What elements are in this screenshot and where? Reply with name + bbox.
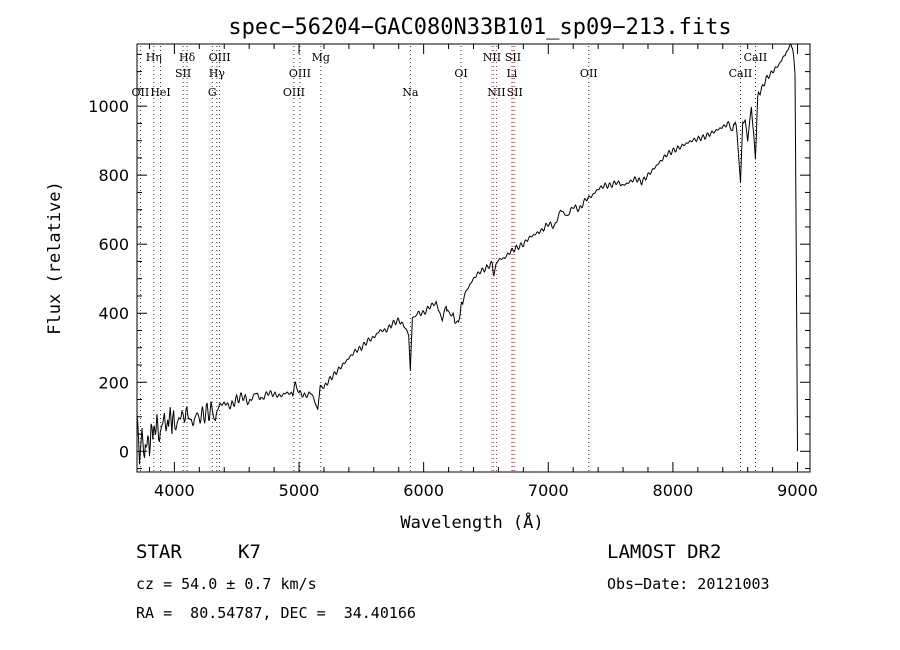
line-marker-group: [139, 46, 756, 472]
redshift-cz: cz = 54.0 ± 0.7 km/s: [136, 575, 317, 593]
survey-name: LAMOST DR2: [607, 541, 722, 563]
spectral-line-label: OIII: [209, 51, 231, 64]
spectral-line-label: SII: [175, 67, 191, 80]
spectral-line-label: OIII: [283, 86, 305, 99]
spectral-line-label: SII: [507, 86, 523, 99]
x-tick-label: 7000: [528, 481, 569, 500]
spectral-line-label: CaII: [729, 67, 753, 80]
spectral-line-label: HeI: [150, 86, 170, 99]
ra-dec: RA = 80.54787, DEC = 34.40166: [136, 604, 416, 622]
object-class: STAR: [136, 541, 182, 563]
spectral-line-label: OIII: [289, 67, 311, 80]
axis-ticks: 4000 5000 6000 7000 8000 9000 0 200 400 600 800 100…: [88, 44, 818, 500]
y-tick-label: 1000: [88, 97, 129, 116]
spectral-line-label: OII: [132, 86, 150, 99]
y-tick-label: 400: [98, 304, 129, 323]
spectrum-line: [136, 43, 798, 465]
x-tick-label: 8000: [653, 481, 694, 500]
spectral-line-label: OI: [454, 67, 467, 80]
x-tick-label: 6000: [403, 481, 444, 500]
spectral-line-label: SII: [505, 51, 521, 64]
plot-frame: [136, 43, 811, 473]
obs-date: Obs−Date: 20121003: [607, 575, 770, 593]
y-tick-label: 0: [119, 442, 129, 461]
spectral-line-label: CaII: [744, 51, 768, 64]
spectral-line-label: Mg: [312, 51, 330, 64]
x-tick-label: 5000: [279, 481, 320, 500]
x-tick-label: 9000: [777, 481, 818, 500]
spectral-line-label: Hη: [146, 51, 162, 64]
spectral-line-label: OII: [580, 67, 598, 80]
y-tick-label: 600: [98, 235, 129, 254]
y-tick-label: 800: [98, 166, 129, 185]
spectral-line-label: Na: [402, 86, 419, 99]
object-subclass: K7: [238, 541, 261, 563]
spectral-line-label: NII: [483, 51, 501, 64]
spectral-line-label: Hδ: [179, 51, 196, 64]
spectral-line-label: Hγ: [209, 67, 226, 80]
spectral-line-label: NII: [487, 86, 505, 99]
y-tick-label: 200: [98, 373, 129, 392]
chart-title: spec−56204−GAC080N33B101_sp09−213.fits: [228, 15, 731, 40]
x-axis-label: Wavelength (Å): [400, 511, 543, 533]
spectral-line-label: G: [208, 86, 217, 99]
y-axis-label: Flux (relative): [45, 181, 65, 335]
x-tick-label: 4000: [154, 481, 195, 500]
spectral-line-label: Li: [506, 67, 517, 80]
